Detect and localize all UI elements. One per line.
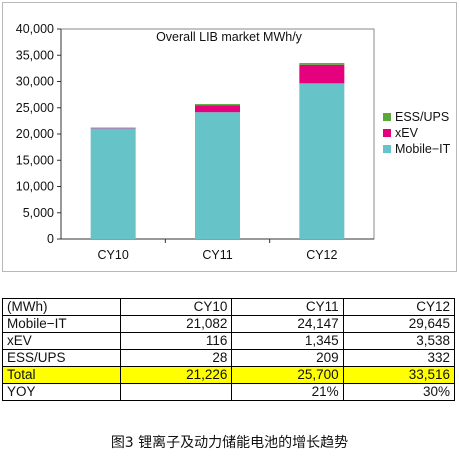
table-cell: 332 [342,349,456,367]
chart-panel: Overall LIB market MWh/y 0 5,000 10,000 15,… [2,2,457,272]
table-cell: 209 [231,349,344,367]
bar-segment [90,128,136,239]
bar-segment [299,83,345,240]
legend-label: Mobile−IT [395,142,451,156]
y-tick-label: 30,000 [16,75,54,89]
table-row-label: YOY [1,383,122,401]
chart-title: Overall LIB market MWh/y [156,30,303,44]
table-cell: 21,226 [120,366,233,384]
table-row-label: ESS/UPS [1,349,122,367]
bar-segment [90,127,136,129]
y-tick-label: 20,000 [16,127,54,141]
stacked-bar-chart: Overall LIB market MWh/y 0 5,000 10,000 15,… [16,22,451,262]
y-tick-label: 25,000 [16,101,54,115]
table-cell: 21,082 [120,315,233,333]
table-cell: 25,700 [231,366,344,384]
table-row: Total 21,226 25,700 33,516 [1,366,456,384]
y-tick-label: 15,000 [16,153,54,167]
table-row: YOY 21% 30% [1,383,456,401]
figure-caption: 图3 锂离子及动力储能电池的增长趋势 [110,435,349,451]
table-row: ESS/UPS 28 209 332 [1,349,456,367]
table-cell [120,383,233,401]
table-header-cell: (MWh) [1,298,122,316]
legend-label: ESS/UPS [395,110,449,124]
bar-segment [299,63,345,65]
y-tick-label: 35,000 [16,48,54,62]
legend-swatch [383,113,391,121]
table-row: Mobile−IT 21,082 24,147 29,645 [1,315,456,333]
bar-segment [195,104,240,106]
table-cell: 30% [342,383,456,401]
x-tick-label: CY12 [306,248,337,262]
legend-swatch [383,145,391,153]
y-tick-label: 10,000 [16,180,54,194]
x-tick-label: CY11 [202,248,232,262]
table-cell: 24,147 [231,315,344,333]
table-row-label: xEV [1,332,122,350]
table-cell: 1,345 [231,332,344,350]
data-table: (MWh) CY10 CY11 CY12 Mobile−IT 21,082 24,147 29… [1,298,456,401]
table-cell: 33,516 [342,366,456,384]
table-cell: 116 [120,332,233,350]
bar-segment [299,64,345,84]
table-cell: 21% [231,383,344,401]
table-header-cell: CY10 [120,298,233,316]
table-cell: 29,645 [342,315,456,333]
table-cell: 28 [120,349,233,367]
table-cell: 3,538 [342,332,456,350]
y-tick-label: 0 [47,232,54,246]
x-tick-label: CY10 [98,248,129,262]
y-tick-label: 40,000 [16,22,54,36]
table-header-row: (MWh) CY10 CY11 CY12 [1,298,456,316]
table-header-cell: CY12 [342,298,456,316]
bar-segment [195,105,240,113]
y-tick-label: 5,000 [23,206,54,220]
table-row: xEV 116 1,345 3,538 [1,332,456,350]
bar-segment [195,112,240,239]
table-header-cell: CY11 [231,298,344,316]
legend-swatch [383,129,391,137]
legend-label: xEV [395,126,419,140]
table-row-label: Total [1,366,122,384]
table-row-label: Mobile−IT [1,315,122,333]
